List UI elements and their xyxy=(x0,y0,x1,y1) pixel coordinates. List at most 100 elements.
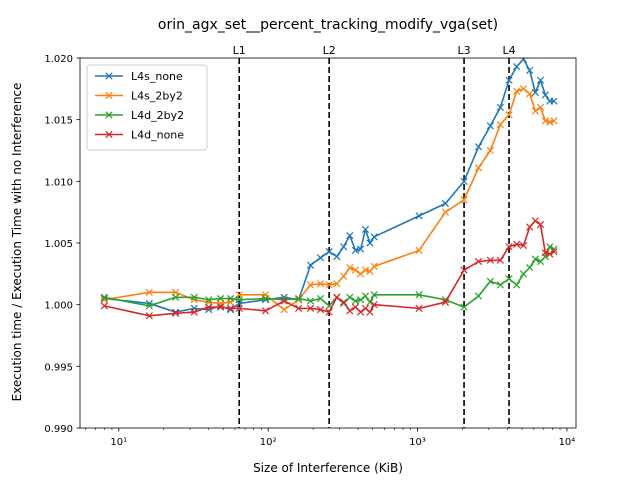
reference-line-label: L1 xyxy=(233,44,246,57)
plot-area: 10¹ 10² 10³ 10⁴ 0.990 0.995 1.000 1.005 1.010 1.0… xyxy=(44,44,577,448)
data-point xyxy=(546,250,554,258)
legend-item: L4d_none xyxy=(95,129,184,142)
legend-label: L4d_none xyxy=(131,129,184,142)
data-point xyxy=(316,305,325,314)
data-point xyxy=(519,85,528,93)
data-point xyxy=(370,301,378,309)
data-point xyxy=(474,164,483,172)
x-tick-label: 10² xyxy=(260,437,277,448)
y-tick-label: 1.005 xyxy=(44,239,73,250)
data-point xyxy=(526,66,534,74)
series-L4d_none xyxy=(100,217,558,320)
data-point xyxy=(205,296,213,304)
data-point xyxy=(357,308,365,316)
data-point xyxy=(519,58,528,63)
data-point xyxy=(415,212,423,220)
data-point xyxy=(325,248,333,256)
data-point xyxy=(513,240,521,248)
legend-item: L4s_none xyxy=(95,70,183,83)
legend-marker xyxy=(105,91,113,100)
data-point xyxy=(361,292,370,300)
data-point xyxy=(460,266,468,274)
data-point xyxy=(550,117,558,125)
data-point xyxy=(496,120,504,129)
legend-item: L4s_2by2 xyxy=(95,90,183,103)
legend-marker xyxy=(105,72,113,80)
chart-title: orin_agx_set__percent_tracking_modify_vg… xyxy=(158,17,498,33)
y-axis-label: Execution time / Execution Time with no … xyxy=(10,83,24,402)
data-point xyxy=(531,217,539,225)
data-point xyxy=(346,264,354,272)
data-point xyxy=(541,117,549,125)
data-point xyxy=(325,281,333,289)
data-point xyxy=(280,297,288,305)
data-point xyxy=(316,254,325,262)
data-point xyxy=(526,223,534,231)
y-tick-label: 1.015 xyxy=(44,116,73,127)
data-point xyxy=(474,257,483,266)
data-point xyxy=(357,296,365,304)
data-point xyxy=(366,298,374,306)
data-point xyxy=(536,220,545,229)
legend: L4s_none L4s_2by2 L4d_2by2 L4d_none xyxy=(86,64,208,151)
data-point xyxy=(351,266,360,274)
data-point xyxy=(441,208,450,216)
data-point xyxy=(351,297,360,305)
data-point xyxy=(460,177,468,185)
data-point xyxy=(496,103,504,111)
x-tick-label: 10⁴ xyxy=(559,437,576,448)
data-point xyxy=(190,308,198,316)
data-point xyxy=(357,270,365,278)
data-point xyxy=(505,76,513,84)
data-point xyxy=(415,291,423,299)
y-tick-label: 0.990 xyxy=(44,424,73,435)
data-point xyxy=(370,291,378,299)
data-point xyxy=(145,312,153,320)
data-point xyxy=(100,302,108,310)
data-point xyxy=(550,248,558,256)
data-point xyxy=(361,225,370,234)
data-point xyxy=(145,302,153,310)
data-point xyxy=(474,143,483,151)
data-point xyxy=(361,266,370,274)
data-point xyxy=(531,107,539,115)
data-point xyxy=(366,239,374,247)
x-tick-label: 10¹ xyxy=(110,437,127,448)
data-point xyxy=(235,296,243,304)
legend-item: L4d_2by2 xyxy=(95,109,184,122)
data-point xyxy=(325,308,333,316)
data-point xyxy=(226,304,235,312)
data-point xyxy=(346,231,354,240)
data-point xyxy=(205,303,213,311)
y-tick-label: 0.995 xyxy=(44,362,73,373)
legend-label: L4s_2by2 xyxy=(131,90,183,103)
data-point xyxy=(306,281,315,289)
x-tick-label: 10³ xyxy=(409,437,426,448)
data-point xyxy=(316,294,325,303)
data-point xyxy=(526,264,534,272)
data-point xyxy=(496,281,504,289)
data-point xyxy=(526,90,534,98)
data-point xyxy=(226,294,235,303)
data-point xyxy=(333,252,341,261)
data-point xyxy=(513,281,521,289)
data-point xyxy=(486,146,494,155)
legend-box xyxy=(86,64,208,151)
data-point xyxy=(460,196,468,204)
data-point xyxy=(415,246,423,255)
data-point xyxy=(519,241,528,250)
y-tick-label: 1.000 xyxy=(44,301,73,312)
data-point xyxy=(531,255,539,263)
y-tick-label: 1.020 xyxy=(44,54,73,65)
data-point xyxy=(496,256,504,264)
data-point xyxy=(216,303,225,311)
data-point xyxy=(474,292,483,300)
data-point xyxy=(486,122,494,130)
data-point xyxy=(100,293,108,301)
data-point xyxy=(486,277,494,285)
data-point xyxy=(460,303,468,311)
data-point xyxy=(171,293,180,301)
data-point xyxy=(261,307,270,315)
data-point xyxy=(171,309,180,317)
